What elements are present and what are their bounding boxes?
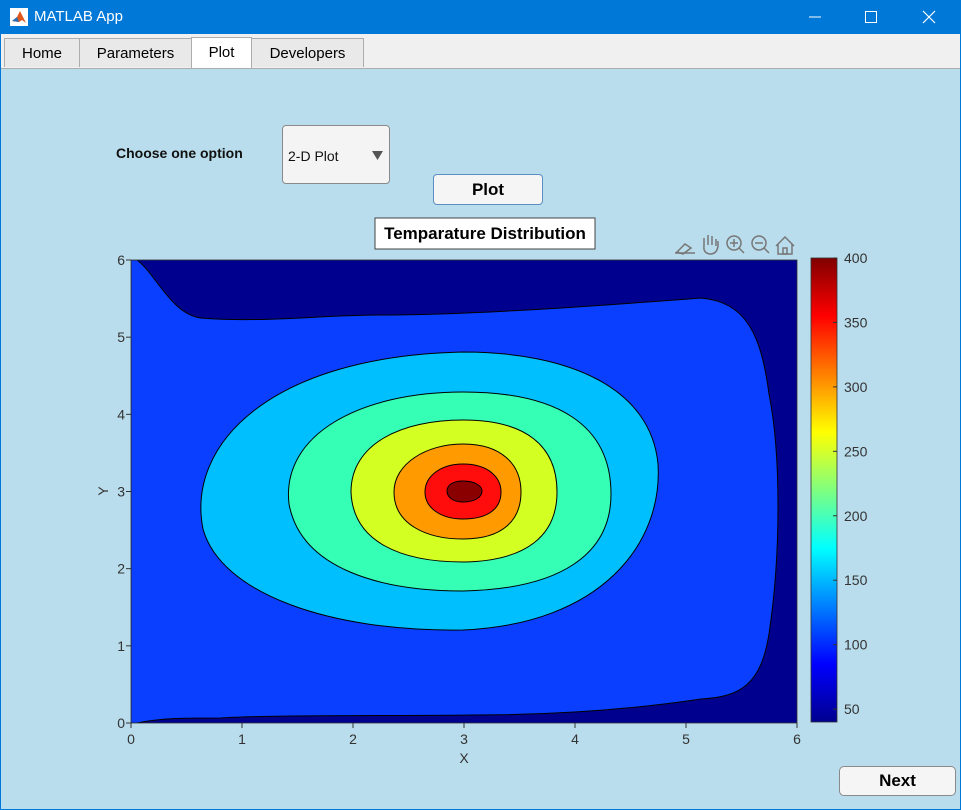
y-tick-label: 6 xyxy=(117,252,125,268)
colorbar-tick-label: 300 xyxy=(844,379,868,395)
x-tick-label: 3 xyxy=(460,731,468,747)
plot-button[interactable]: Plot xyxy=(433,174,543,205)
tab-label: Home xyxy=(21,45,62,62)
y-axis: 0 1 2 3 4 5 6 xyxy=(117,252,131,731)
plot-type-dropdown[interactable]: 2-D Plot xyxy=(282,125,390,184)
y-tick-label: 2 xyxy=(117,561,125,577)
x-tick-label: 1 xyxy=(238,731,246,747)
close-icon xyxy=(922,10,936,24)
colorbar-tick-label: 400 xyxy=(844,250,868,266)
colorbar-tick-label: 50 xyxy=(844,701,860,717)
colorbar-tick-label: 200 xyxy=(844,508,868,524)
contour-level-7 xyxy=(446,480,483,503)
colorbar-tick-label: 150 xyxy=(844,572,868,588)
axes-toolbar xyxy=(675,235,795,255)
colorbar-tick-label: 250 xyxy=(844,443,868,459)
pan-hand-icon[interactable] xyxy=(703,235,719,255)
dropdown-selected-value: 2-D Plot xyxy=(288,148,339,164)
chart-title: Temparature Distribution xyxy=(384,224,586,243)
colorbar-tick-label: 350 xyxy=(844,314,868,330)
x-tick-label: 2 xyxy=(349,731,357,747)
window-titlebar: MATLAB App xyxy=(0,0,961,34)
close-button[interactable] xyxy=(900,0,958,34)
x-tick-label: 6 xyxy=(793,731,801,747)
y-tick-label: 4 xyxy=(117,406,125,422)
tab-label: Parameters xyxy=(96,45,175,62)
colorbar-axis: 50 100 150 200 250 300 350 400 xyxy=(833,250,868,717)
x-tick-label: 4 xyxy=(571,731,579,747)
y-tick-label: 1 xyxy=(117,638,125,654)
chart-title-box: Temparature Distribution xyxy=(374,217,596,250)
contour-plot: Temparature Distribution xyxy=(95,217,868,766)
tab-label: Developers xyxy=(269,45,346,62)
next-button[interactable]: Next xyxy=(839,766,956,796)
x-axis: 0 1 2 3 4 5 6 xyxy=(127,723,801,747)
maximize-icon xyxy=(865,11,877,23)
x-tick-label: 5 xyxy=(682,731,690,747)
app-frame: Home Parameters Plot Developers Choose o… xyxy=(0,34,961,810)
maximize-button[interactable] xyxy=(842,0,900,34)
colorbar xyxy=(810,257,838,723)
minimize-button[interactable] xyxy=(786,0,844,34)
y-tick-label: 3 xyxy=(117,484,125,500)
caret-down-icon xyxy=(372,151,383,160)
zoom-in-icon[interactable] xyxy=(726,235,745,254)
contour-fills xyxy=(131,260,797,723)
tab-home[interactable]: Home xyxy=(4,38,80,67)
colorbar-tick-label: 100 xyxy=(844,637,868,653)
y-axis-label: Y xyxy=(95,486,111,496)
minimize-icon xyxy=(809,16,821,18)
home-icon[interactable] xyxy=(775,235,795,255)
zoom-out-icon[interactable] xyxy=(751,235,770,254)
y-tick-label: 5 xyxy=(117,329,125,345)
y-tick-label: 0 xyxy=(117,715,125,731)
x-tick-label: 0 xyxy=(127,731,135,747)
brush-icon[interactable] xyxy=(675,243,695,255)
tab-label: Plot xyxy=(208,44,235,61)
choose-option-label: Choose one option xyxy=(116,145,243,161)
window-title: MATLAB App xyxy=(34,8,123,25)
tab-parameters[interactable]: Parameters xyxy=(79,38,192,67)
tab-developers[interactable]: Developers xyxy=(251,38,364,67)
tab-strip: Home Parameters Plot Developers xyxy=(1,34,960,69)
matlab-logo-icon xyxy=(10,8,28,26)
x-axis-label: X xyxy=(459,750,469,766)
